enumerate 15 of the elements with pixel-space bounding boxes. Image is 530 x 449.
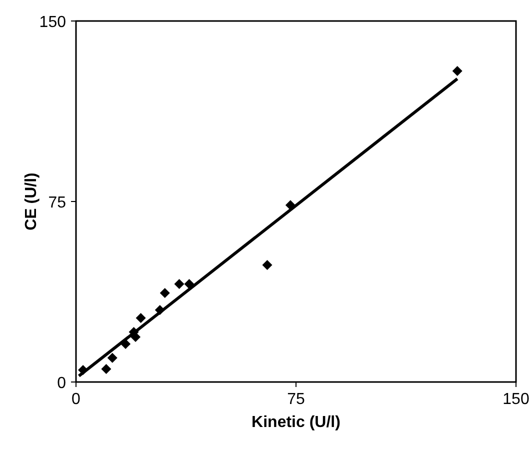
point (174, 279, 184, 290)
x-axis-title: Kinetic (U/l) (252, 414, 340, 431)
x-tick-label: 75 (287, 391, 305, 408)
y-tick-label: 0 (57, 375, 66, 392)
x-tick-label: 0 (72, 391, 81, 408)
y-tick-label: 75 (48, 194, 66, 212)
y-tick-label: 150 (39, 14, 66, 31)
point (262, 260, 272, 270)
point (107, 352, 118, 363)
point (136, 312, 146, 323)
point (452, 66, 462, 76)
x-tick-label: 150 (502, 391, 530, 408)
point (101, 364, 112, 374)
point (160, 288, 170, 298)
y-axis-title: CE (U/l) (23, 172, 40, 230)
